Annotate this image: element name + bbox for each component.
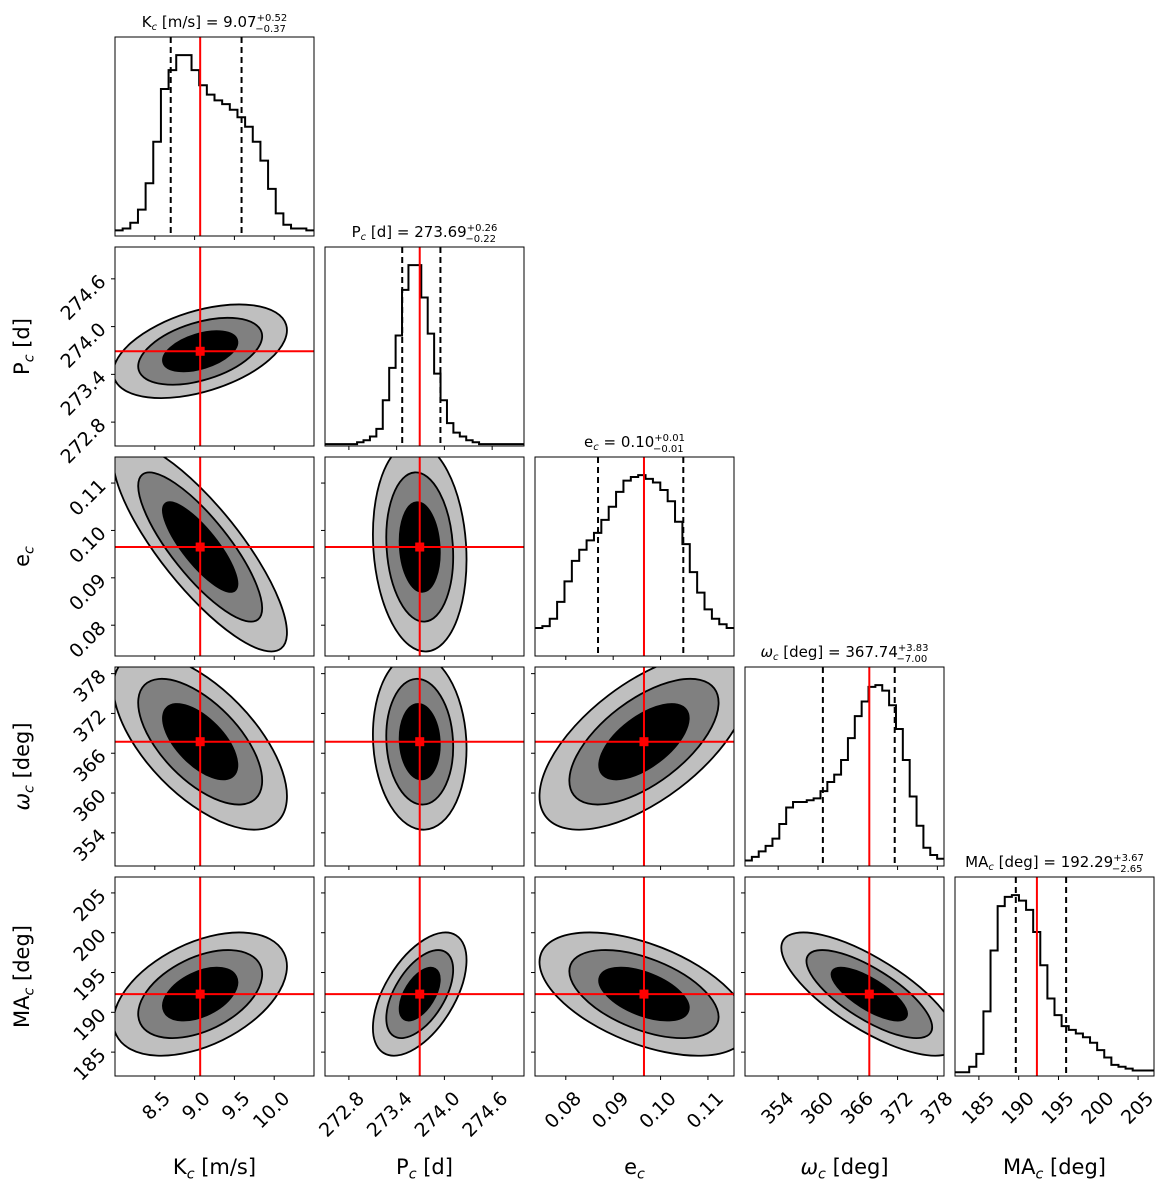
x-axis-label-K: Kc [m/s] xyxy=(173,1155,256,1183)
truth-marker xyxy=(195,989,205,999)
hist-panel-e: ec = 0.10+0.01 −0.01 xyxy=(534,433,735,657)
density-panel-MA-vs-K xyxy=(114,876,315,1077)
y-axis-label-P: Pc [d] xyxy=(10,318,38,375)
y-tick-label-P: 274.0 xyxy=(57,319,111,373)
x-tick-label-w: 360 xyxy=(797,1088,838,1129)
y-tick-label-MA: 195 xyxy=(69,964,110,1005)
y-tick-label-MA: 185 xyxy=(69,1044,110,1085)
x-tick-label-e: 0.11 xyxy=(683,1088,728,1133)
y-tick-label-w: 354 xyxy=(69,825,110,866)
y-tick-label-e: 0.08 xyxy=(65,617,110,662)
hist-step-K xyxy=(115,54,314,232)
truth-marker xyxy=(195,737,205,747)
truth-marker xyxy=(864,989,874,999)
density-panel-e-vs-K xyxy=(114,456,315,657)
truth-marker xyxy=(639,737,649,747)
y-tick-label-MA: 200 xyxy=(69,925,110,966)
y-tick-label-e: 0.09 xyxy=(65,570,110,615)
truth-marker xyxy=(639,989,649,999)
x-tick-label-MA: 200 xyxy=(1077,1088,1118,1129)
x-tick-label-MA: 190 xyxy=(998,1088,1039,1129)
y-tick-label-MA: 190 xyxy=(69,1004,110,1045)
x-tick-label-P: 273.4 xyxy=(363,1088,417,1142)
density-panel-w-vs-e xyxy=(534,666,735,867)
x-axis-label-e: ec xyxy=(624,1155,645,1183)
density-panel-P-vs-K xyxy=(114,246,315,447)
y-tick-label-e: 0.11 xyxy=(65,475,110,520)
truth-marker xyxy=(195,542,205,552)
x-tick-label-e: 0.09 xyxy=(588,1088,633,1133)
hist-title-w: ωc [deg] = 367.74+3.83 −7.00 xyxy=(760,643,928,665)
truth-marker xyxy=(195,346,205,356)
y-tick-label-MA: 205 xyxy=(69,885,110,926)
x-tick-label-P: 274.6 xyxy=(458,1088,512,1142)
x-tick-label-e: 0.08 xyxy=(540,1088,585,1133)
x-axis-label-MA: MAc [deg] xyxy=(1003,1155,1106,1183)
x-tick-label-e: 0.10 xyxy=(635,1088,680,1133)
x-tick-label-w: 366 xyxy=(837,1088,878,1129)
y-axis-label-w: ωc [deg] xyxy=(10,722,38,810)
x-axis-label-w: ωc [deg] xyxy=(800,1155,888,1183)
hist-title-e: ec = 0.10+0.01 −0.01 xyxy=(584,433,685,455)
hist-step-MA xyxy=(955,894,1154,1074)
x-tick-label-w: 378 xyxy=(916,1088,957,1129)
x-tick-label-MA: 185 xyxy=(958,1088,999,1129)
hist-panel-MA: MAc [deg] = 192.29+3.67 −2.65 xyxy=(954,853,1155,1077)
truth-marker xyxy=(415,737,425,747)
x-tick-label-w: 354 xyxy=(757,1088,798,1129)
y-tick-label-w: 366 xyxy=(69,745,110,786)
hist-title-P: Pc [d] = 273.69+0.26 −0.22 xyxy=(352,223,498,245)
density-panel-MA-vs-P xyxy=(324,876,525,1077)
hist-panel-K: Kc [m/s] = 9.07+0.52 −0.37 xyxy=(114,13,315,237)
x-tick-label-K: 10.0 xyxy=(249,1088,294,1133)
hist-title-K: Kc [m/s] = 9.07+0.52 −0.37 xyxy=(142,13,287,35)
hist-step-P xyxy=(325,264,524,446)
x-tick-label-w: 372 xyxy=(877,1088,918,1129)
x-tick-label-MA: 205 xyxy=(1117,1088,1158,1129)
y-tick-label-P: 274.6 xyxy=(57,271,111,325)
density-panel-MA-vs-e xyxy=(534,876,735,1077)
density-panel-w-vs-P xyxy=(324,666,525,867)
y-tick-label-P: 272.8 xyxy=(57,414,111,468)
y-axis-label-MA: MAc [deg] xyxy=(10,925,38,1028)
hist-step-e xyxy=(535,474,734,630)
truth-marker xyxy=(415,989,425,999)
truth-marker xyxy=(415,542,425,552)
x-tick-label-P: 272.8 xyxy=(315,1088,369,1142)
y-tick-label-e: 0.10 xyxy=(65,522,110,567)
x-axis-label-P: Pc [d] xyxy=(396,1155,453,1183)
x-tick-label-K: 9.0 xyxy=(178,1088,215,1125)
hist-panel-P: Pc [d] = 273.69+0.26 −0.22 xyxy=(324,223,525,447)
y-tick-label-P: 273.4 xyxy=(57,366,111,420)
density-panel-w-vs-K xyxy=(114,666,315,867)
hist-title-MA: MAc [deg] = 192.29+3.67 −2.65 xyxy=(965,853,1144,875)
x-tick-label-K: 8.5 xyxy=(138,1088,175,1125)
y-tick-label-w: 360 xyxy=(69,785,110,826)
hist-panel-w: ωc [deg] = 367.74+3.83 −7.00 xyxy=(744,643,945,867)
y-tick-label-w: 372 xyxy=(69,705,110,746)
y-axis-label-e: ec xyxy=(10,546,38,567)
density-panel-e-vs-P xyxy=(324,456,525,657)
density-panel-MA-vs-w xyxy=(744,876,945,1077)
x-tick-label-P: 274.0 xyxy=(411,1088,465,1142)
x-tick-label-MA: 195 xyxy=(1037,1088,1078,1129)
y-tick-label-w: 378 xyxy=(69,666,110,707)
hist-step-w xyxy=(745,684,944,862)
